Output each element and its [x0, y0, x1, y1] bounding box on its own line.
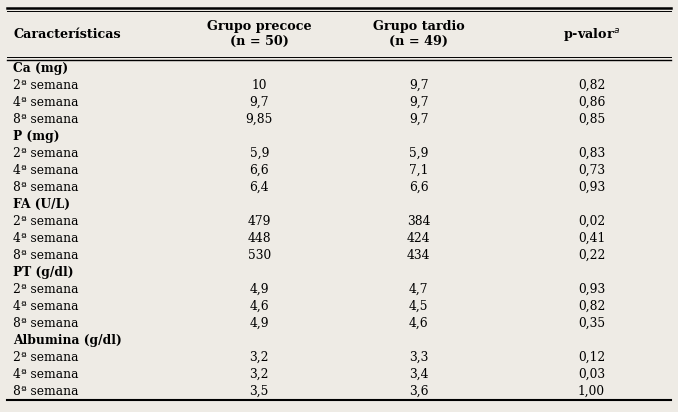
Text: Grupo precoce
(n = 50): Grupo precoce (n = 50) [207, 20, 312, 48]
Text: 3,5: 3,5 [250, 385, 269, 398]
Text: Ca (mg): Ca (mg) [14, 62, 68, 75]
Text: 4,6: 4,6 [409, 317, 428, 330]
Text: 4ª semana: 4ª semana [14, 232, 79, 245]
Text: 8ª semana: 8ª semana [14, 181, 79, 194]
Text: 9,85: 9,85 [245, 113, 273, 126]
Text: 5,9: 5,9 [409, 147, 428, 160]
Text: 384: 384 [407, 215, 431, 228]
Text: 4,9: 4,9 [250, 317, 269, 330]
Text: Características: Características [14, 28, 121, 41]
Text: 0,73: 0,73 [578, 164, 605, 177]
Text: 3,2: 3,2 [250, 368, 269, 381]
Text: p-valor$^{a}$: p-valor$^{a}$ [563, 26, 620, 43]
Text: 8ª semana: 8ª semana [14, 385, 79, 398]
Text: 4ª semana: 4ª semana [14, 368, 79, 381]
Text: 6,4: 6,4 [250, 181, 269, 194]
Text: 434: 434 [407, 249, 431, 262]
Text: 0,22: 0,22 [578, 249, 605, 262]
Text: 530: 530 [247, 249, 271, 262]
Text: P (mg): P (mg) [14, 130, 60, 143]
Text: 2ª semana: 2ª semana [14, 215, 79, 228]
Text: 0,86: 0,86 [578, 96, 605, 109]
Text: 8ª semana: 8ª semana [14, 113, 79, 126]
Text: FA (U/L): FA (U/L) [14, 198, 71, 211]
Text: 0,41: 0,41 [578, 232, 605, 245]
Text: 1,00: 1,00 [578, 385, 605, 398]
Text: 4ª semana: 4ª semana [14, 96, 79, 109]
Text: 0,93: 0,93 [578, 181, 605, 194]
Text: 4,7: 4,7 [409, 283, 428, 296]
Text: 0,35: 0,35 [578, 317, 605, 330]
Text: 8ª semana: 8ª semana [14, 249, 79, 262]
Text: 3,6: 3,6 [409, 385, 428, 398]
Text: 3,4: 3,4 [409, 368, 428, 381]
Text: 9,7: 9,7 [250, 96, 269, 109]
Text: 4ª semana: 4ª semana [14, 300, 79, 313]
Text: 8ª semana: 8ª semana [14, 317, 79, 330]
Text: Albumina (g/dl): Albumina (g/dl) [14, 334, 122, 347]
Text: 9,7: 9,7 [409, 113, 428, 126]
Text: 2ª semana: 2ª semana [14, 79, 79, 92]
Text: 7,1: 7,1 [409, 164, 428, 177]
Text: 2ª semana: 2ª semana [14, 283, 79, 296]
Text: 2ª semana: 2ª semana [14, 351, 79, 364]
Text: 4,9: 4,9 [250, 283, 269, 296]
Text: 448: 448 [247, 232, 271, 245]
Text: 2ª semana: 2ª semana [14, 147, 79, 160]
Text: 0,93: 0,93 [578, 283, 605, 296]
Text: 5,9: 5,9 [250, 147, 269, 160]
Text: 9,7: 9,7 [409, 79, 428, 92]
Text: 6,6: 6,6 [409, 181, 428, 194]
Text: 0,85: 0,85 [578, 113, 605, 126]
Text: PT (g/dl): PT (g/dl) [14, 266, 74, 279]
Text: 6,6: 6,6 [250, 164, 269, 177]
Text: 0,82: 0,82 [578, 300, 605, 313]
Text: 3,2: 3,2 [250, 351, 269, 364]
Text: 4,6: 4,6 [250, 300, 269, 313]
Text: 4,5: 4,5 [409, 300, 428, 313]
Text: 4ª semana: 4ª semana [14, 164, 79, 177]
Text: 0,83: 0,83 [578, 147, 605, 160]
Text: 3,3: 3,3 [409, 351, 428, 364]
Text: 10: 10 [252, 79, 267, 92]
Text: 424: 424 [407, 232, 431, 245]
Text: 0,12: 0,12 [578, 351, 605, 364]
Text: 479: 479 [247, 215, 271, 228]
Text: 0,02: 0,02 [578, 215, 605, 228]
Text: 9,7: 9,7 [409, 96, 428, 109]
Text: Grupo tardio
(n = 49): Grupo tardio (n = 49) [373, 20, 464, 48]
Text: 0,82: 0,82 [578, 79, 605, 92]
Text: 0,03: 0,03 [578, 368, 605, 381]
